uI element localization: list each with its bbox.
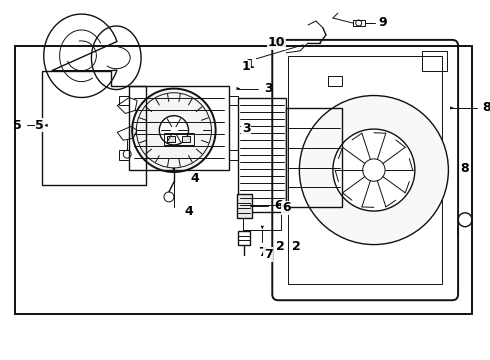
Text: 8: 8	[461, 162, 469, 175]
Polygon shape	[450, 106, 454, 109]
Bar	[182, 136, 190, 142]
Polygon shape	[172, 168, 175, 172]
Bar	[422, 51, 447, 71]
Bar	[328, 76, 342, 86]
Circle shape	[299, 95, 448, 244]
Text: 4: 4	[191, 171, 199, 185]
Text: 5: 5	[35, 119, 44, 132]
Text: 10: 10	[270, 36, 287, 49]
Bar	[288, 56, 442, 284]
Text: 6: 6	[274, 199, 283, 212]
Text: 7: 7	[258, 246, 267, 259]
Text: 8: 8	[483, 102, 490, 114]
Text: 7: 7	[264, 248, 272, 261]
Bar	[239, 98, 286, 212]
Bar	[129, 86, 228, 170]
Text: 9: 9	[378, 17, 387, 30]
Polygon shape	[261, 226, 264, 230]
Bar	[353, 20, 365, 26]
Text: 4: 4	[184, 205, 193, 218]
Bar	[164, 133, 194, 145]
Bar	[167, 136, 175, 142]
Bar	[15, 46, 472, 314]
Circle shape	[333, 129, 415, 211]
Bar	[244, 212, 281, 230]
Text: 10: 10	[268, 36, 285, 49]
Polygon shape	[237, 87, 241, 90]
Circle shape	[159, 116, 189, 145]
Text: 2: 2	[276, 240, 285, 253]
Bar	[239, 231, 250, 244]
Circle shape	[132, 89, 216, 172]
Text: 5: 5	[13, 119, 21, 132]
Text: 2: 2	[292, 240, 300, 253]
Bar	[237, 194, 252, 218]
Text: 1: 1	[242, 60, 251, 73]
Bar	[286, 108, 342, 207]
Text: 9: 9	[378, 17, 387, 30]
Text: 3: 3	[264, 82, 272, 95]
Polygon shape	[250, 204, 254, 207]
Text: 6: 6	[282, 201, 291, 214]
Polygon shape	[44, 124, 48, 127]
Text: 3: 3	[242, 122, 251, 135]
Text: 1: 1	[246, 58, 255, 71]
